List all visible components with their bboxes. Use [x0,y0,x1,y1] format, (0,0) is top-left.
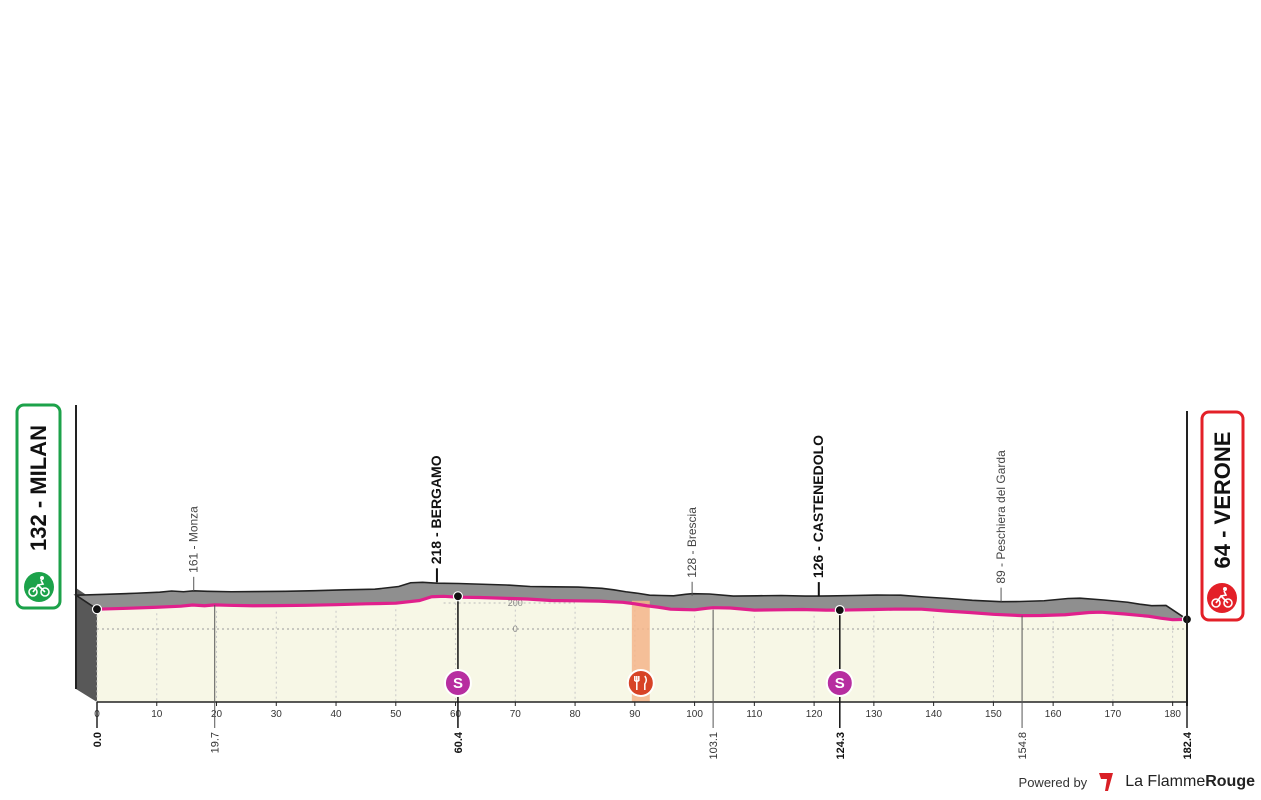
cyclist-icon [1207,583,1237,613]
km-tick-label: 140 [925,709,942,720]
sprint-badge [443,669,472,697]
place-label: 128 - Brescia [685,507,699,578]
flame-logo-icon [1099,773,1114,791]
km-tick-label: 90 [629,709,641,720]
km-tick-label: 100 [686,709,703,720]
brand-footer: Powered by La FlammeRouge [1019,772,1255,792]
km-value-label: 19.7 [210,732,222,753]
km-value-label: 60.4 [453,731,465,753]
km-value-label: 103.1 [708,732,720,760]
km-tick-label: 160 [1045,709,1062,720]
start-dot [91,604,103,615]
sprint-letter: S [453,675,463,692]
sprint-s-icon: S [443,669,472,697]
km-tick-label: 180 [1164,709,1181,720]
finish-banner [1200,410,1245,622]
km-value-label: 0.0 [92,732,104,747]
place-label: 161 - Monza [187,506,201,573]
km-tick-label: 170 [1105,709,1122,720]
x-axis: 0102030405060708090100110120130140150160… [94,702,1181,720]
profile-line [96,594,1188,622]
brand-name-bold: Rouge [1205,773,1255,790]
brand-name: La FlammeRouge [1125,773,1255,791]
km-tick-label: 150 [985,709,1002,720]
km-tick-label: 120 [806,709,823,720]
km-tick-label: 60 [450,709,462,720]
altitude-tick-label: 0 [513,624,518,634]
km-value-label: 124.3 [835,732,847,760]
finish-label: 64 - VERONE [1210,432,1235,569]
altitude-tick-label: 200 [508,598,523,608]
km-tick-label: 10 [151,709,163,720]
sprint-dot [452,591,464,602]
start-label: 132 - MILAN [26,425,51,551]
sprint-s-icon: S [825,669,854,697]
cyclist-icon [24,572,54,602]
fork-knife-icon [626,669,655,697]
powered-by-text: Powered by [1018,774,1088,790]
km-value-label: 182.4 [1182,731,1194,759]
profile-side-wall [76,588,97,702]
km-value-label: 154.8 [1017,732,1029,760]
sprint-dot [834,604,845,616]
place-markers: 0.0 182.4 161 - Monza 19.7 218 - BERGAMO 60.4… [91,435,1194,760]
place-label: 218 - BERGAMO [428,455,444,564]
km-tick-label: 30 [271,709,283,720]
sprint-letter: S [835,675,845,692]
km-tick-label: 130 [866,709,883,720]
km-tick-label: 80 [570,709,582,720]
sprint-badge [825,669,854,697]
feed-badge [626,669,655,697]
place-label: 126 - CASTENEDOLO [810,435,826,578]
km-tick-label: 20 [211,709,223,720]
km-tick-label: 70 [510,709,522,720]
fork-knife-glyph [634,675,648,690]
start-banner [15,403,62,610]
km-tick-label: 40 [330,709,342,720]
place-label: 89 - Peschiera del Garda [994,450,1008,584]
km-tick-label: 110 [746,709,762,720]
brand-name-plain: La Flamme [1125,773,1206,790]
km-tick-label: 50 [390,709,402,720]
